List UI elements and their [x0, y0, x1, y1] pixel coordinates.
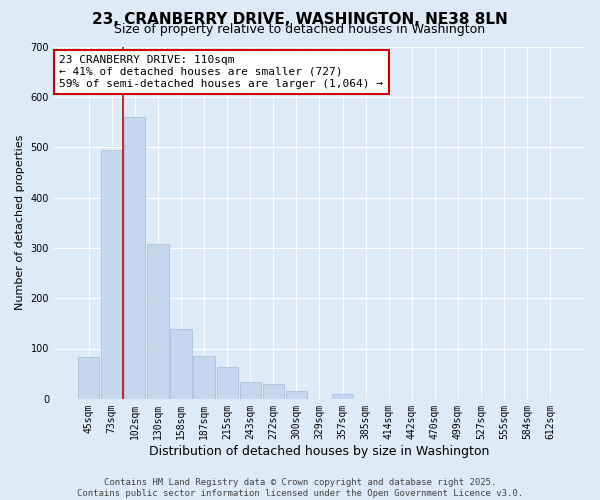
Bar — [124, 117, 145, 399]
Bar — [332, 394, 353, 399]
Text: 23, CRANBERRY DRIVE, WASHINGTON, NE38 8LN: 23, CRANBERRY DRIVE, WASHINGTON, NE38 8L… — [92, 12, 508, 28]
Text: Size of property relative to detached houses in Washington: Size of property relative to detached ho… — [115, 22, 485, 36]
Bar — [193, 356, 215, 399]
Y-axis label: Number of detached properties: Number of detached properties — [15, 135, 25, 310]
Bar — [170, 330, 191, 399]
Bar — [147, 244, 169, 399]
Text: 23 CRANBERRY DRIVE: 110sqm
← 41% of detached houses are smaller (727)
59% of sem: 23 CRANBERRY DRIVE: 110sqm ← 41% of deta… — [59, 56, 383, 88]
Bar — [101, 150, 122, 399]
X-axis label: Distribution of detached houses by size in Washington: Distribution of detached houses by size … — [149, 444, 490, 458]
Bar — [263, 384, 284, 399]
Bar — [286, 392, 307, 399]
Text: Contains HM Land Registry data © Crown copyright and database right 2025.
Contai: Contains HM Land Registry data © Crown c… — [77, 478, 523, 498]
Bar — [78, 357, 99, 399]
Bar — [217, 367, 238, 399]
Bar — [239, 382, 261, 399]
